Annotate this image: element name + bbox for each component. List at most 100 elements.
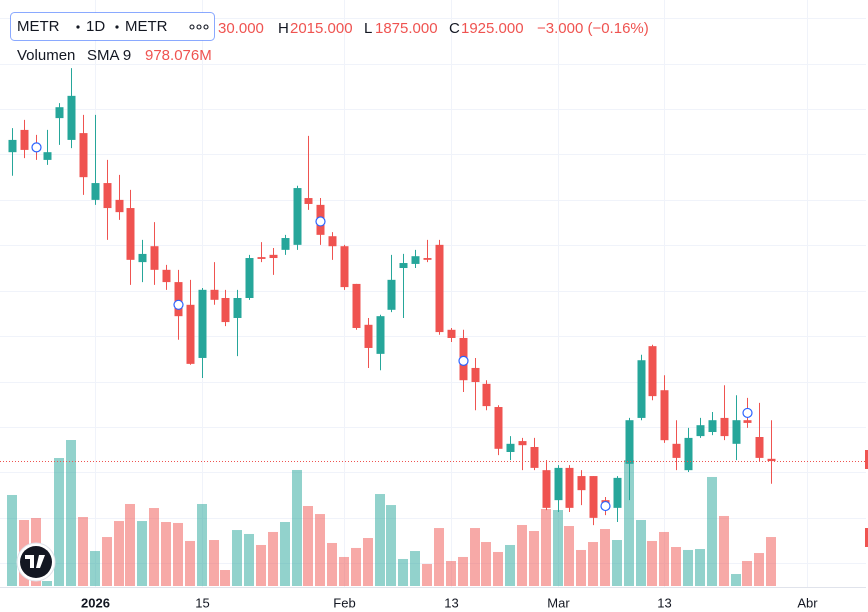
candle-body <box>198 289 207 358</box>
volume-bar <box>588 542 598 586</box>
volume-bar <box>600 528 610 586</box>
volume-bar <box>185 540 195 586</box>
volume-bar <box>707 476 717 586</box>
candle-body <box>471 367 480 383</box>
candle-body <box>542 470 551 508</box>
event-marker <box>600 500 611 512</box>
volume-tag <box>865 528 868 547</box>
volume-bar <box>363 538 373 586</box>
dot <box>203 24 209 30</box>
candle-body <box>743 420 752 423</box>
volume-bar <box>54 458 64 586</box>
candle-body <box>233 297 242 318</box>
candle-body <box>79 133 88 178</box>
candle-body <box>269 254 278 259</box>
candle-body <box>648 346 657 397</box>
candle-body <box>43 152 52 160</box>
logo-mark <box>25 555 45 568</box>
volume-bar <box>42 581 52 586</box>
change-value: −3.000 (−0.16%) <box>537 20 649 37</box>
x-tick-label: 13 <box>657 595 671 610</box>
volume-bar <box>256 544 266 586</box>
separator <box>115 25 119 29</box>
candle-body <box>399 263 408 269</box>
event-marker <box>458 355 469 367</box>
candle-body <box>767 458 776 462</box>
candle-body <box>411 256 420 264</box>
candle-body <box>625 420 634 464</box>
price-pane <box>0 68 866 526</box>
volume-bar <box>280 522 290 586</box>
volume-bar <box>505 544 515 586</box>
event-marker <box>173 299 184 310</box>
volume-bar <box>102 537 112 586</box>
candle-body <box>115 199 124 213</box>
volume-bar <box>292 469 302 586</box>
candle-body <box>340 246 349 288</box>
logo[interactable] <box>16 542 56 582</box>
interval: 1D <box>86 18 105 35</box>
exchange: METR <box>125 18 168 35</box>
x-tick-label: Feb <box>333 595 355 610</box>
volume-bar <box>470 528 480 586</box>
candle-body <box>257 257 266 259</box>
volume-bar <box>149 508 159 586</box>
candle-body <box>210 289 219 300</box>
volume-bar <box>766 537 776 586</box>
candle-body <box>352 283 361 328</box>
candle-body <box>589 476 598 518</box>
candle-body <box>482 383 491 407</box>
candle-body <box>732 420 741 444</box>
candle-body <box>91 183 100 200</box>
candle-body <box>55 107 64 119</box>
candle-body <box>281 238 290 250</box>
volume-bar <box>386 505 396 586</box>
volume-bar <box>624 460 634 586</box>
symbol: METR <box>17 18 60 35</box>
dot <box>196 24 202 30</box>
volume-bar <box>434 528 444 586</box>
separator <box>76 25 80 29</box>
candle-body <box>684 437 693 471</box>
x-tick-label: Abr <box>797 595 818 610</box>
volume-bar <box>410 551 420 586</box>
candle-body <box>435 244 444 333</box>
candle-body <box>376 316 385 354</box>
volume-bar <box>90 551 100 586</box>
high-value: 2015.000 <box>290 20 353 37</box>
low-label: L <box>364 20 372 37</box>
candle-body <box>447 329 456 338</box>
x-tick-label: 2026 <box>81 595 110 610</box>
volume-bar <box>232 530 242 586</box>
candle-body <box>637 360 646 418</box>
volume-bar <box>612 540 622 586</box>
candle-body <box>186 304 195 364</box>
candle-body <box>103 183 112 209</box>
volume-bar <box>742 560 752 586</box>
candle-body <box>530 446 539 468</box>
volume-bar <box>303 506 313 586</box>
volume-bar <box>576 549 586 586</box>
volume-name: Volumen <box>17 47 75 64</box>
x-tick-label: Mar <box>547 595 570 610</box>
event-marker <box>742 407 753 419</box>
volume-bar <box>481 542 491 586</box>
volume-bar <box>327 542 337 586</box>
volume-bar <box>683 549 693 586</box>
volume-bar <box>541 508 551 586</box>
volume-bar <box>268 531 278 586</box>
volume-bar <box>78 517 88 586</box>
more-button[interactable] <box>189 24 209 30</box>
symbol-box[interactable] <box>10 12 215 41</box>
candle-body <box>20 129 29 150</box>
candle-body <box>613 477 622 508</box>
candle-body <box>494 407 503 449</box>
volume-bar <box>209 540 219 586</box>
open-value: 30.000 <box>218 20 264 37</box>
candle-body <box>150 246 159 270</box>
close-label: C <box>449 20 460 37</box>
volume-bar <box>220 570 230 586</box>
volume-bar <box>398 558 408 586</box>
candle-body <box>506 443 515 452</box>
candle-body <box>162 269 171 283</box>
